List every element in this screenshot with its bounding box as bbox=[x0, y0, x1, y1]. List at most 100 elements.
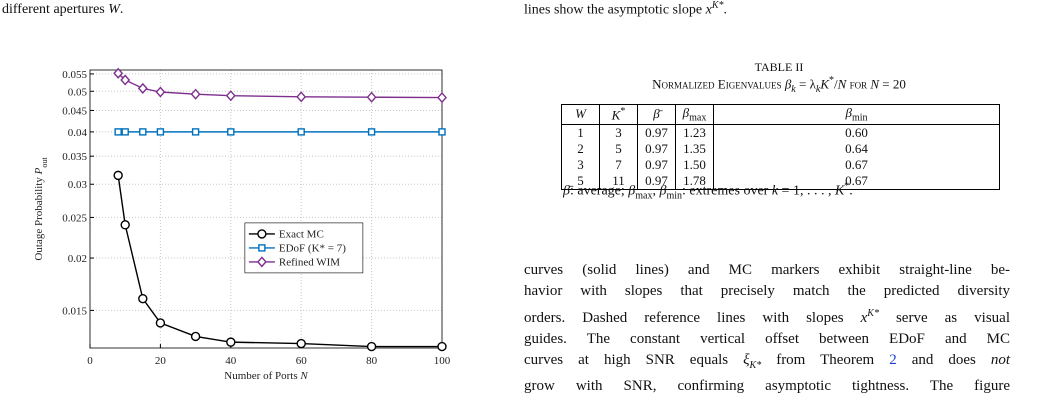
legend-label: Refined WIM bbox=[279, 256, 340, 268]
text: orders. Dashed reference lines with slop… bbox=[524, 309, 861, 326]
text: : average; bbox=[569, 183, 629, 199]
text: β bbox=[845, 105, 852, 120]
text: max bbox=[689, 112, 707, 124]
link[interactable]: 2 bbox=[889, 352, 897, 369]
table: W K* β̄ βmax βmin 1 3 0.97 1.23 0.60 2 5 0.97 1.… bbox=[561, 104, 1000, 190]
table-body: 1 3 0.97 1.23 0.60 2 5 0.97 1.35 0.64 3 7 0.97 1.50 0.… bbox=[561, 124, 1000, 190]
table-cell: 3 bbox=[561, 156, 600, 173]
marker bbox=[138, 293, 148, 304]
y-tick-label: 0.035 bbox=[62, 151, 87, 163]
y-tick-label: 0.015 bbox=[62, 305, 87, 317]
text: Number of Ports bbox=[224, 370, 300, 382]
text: N bbox=[299, 370, 308, 382]
plot-area bbox=[90, 70, 442, 348]
text: . bbox=[723, 2, 727, 18]
marker bbox=[155, 318, 166, 328]
table-cell: 1.23 bbox=[675, 124, 714, 141]
marker bbox=[121, 128, 129, 136]
x-tick-label: 100 bbox=[434, 355, 451, 367]
text: , bbox=[652, 183, 660, 199]
y-tick-label: 0.055 bbox=[62, 69, 87, 81]
y-tick-label: 0.025 bbox=[62, 212, 87, 224]
text: W bbox=[575, 106, 586, 122]
text: β bbox=[659, 183, 667, 199]
text: min bbox=[851, 112, 868, 124]
text: max bbox=[635, 190, 653, 202]
header-cell: W bbox=[561, 104, 600, 125]
marker bbox=[258, 244, 266, 252]
y-tick-label: 0.03 bbox=[68, 179, 88, 191]
y-tick-label: 0.04 bbox=[68, 127, 88, 139]
text-line: curves at high SNR equals ξK* from Theor… bbox=[524, 350, 1010, 376]
text: K* bbox=[867, 307, 879, 319]
text: curves at high SNR equals bbox=[524, 352, 744, 369]
x-tick-label: 20 bbox=[155, 355, 167, 367]
table-row: 3 7 0.97 1.50 0.67 bbox=[561, 156, 1000, 173]
marker bbox=[190, 88, 201, 100]
table-cell: 7 bbox=[599, 156, 638, 173]
text: out bbox=[40, 157, 49, 168]
marker bbox=[120, 220, 130, 230]
table-row: 1 3 0.97 1.23 0.60 bbox=[561, 124, 1000, 141]
marker bbox=[113, 67, 124, 79]
text: K bbox=[834, 183, 845, 199]
header-cell: βmax bbox=[675, 104, 714, 125]
text: K* bbox=[711, 0, 724, 11]
body-text: curves (solid lines) and MC markers exhi… bbox=[524, 260, 1010, 398]
marker bbox=[155, 86, 166, 98]
table-cell: 0.67 bbox=[713, 156, 1000, 173]
text: Outage Probability bbox=[33, 174, 45, 260]
chart: Outage Probability Pout Number of Ports … bbox=[33, 67, 451, 382]
text: k bbox=[815, 83, 821, 95]
text-line: guides. The constant vertical offset bet… bbox=[524, 329, 1010, 350]
y-axis-label: Outage Probability Pout bbox=[33, 157, 49, 261]
text: β bbox=[784, 76, 792, 92]
table-cell: 1.78 bbox=[675, 172, 714, 190]
text: from Theorem bbox=[761, 352, 890, 369]
y-tick-label: 0.045 bbox=[62, 105, 87, 117]
table-cell: 0.97 bbox=[637, 156, 676, 173]
text: different apertures bbox=[2, 2, 109, 17]
header-cell: βmin bbox=[713, 104, 1000, 125]
marker bbox=[137, 82, 148, 94]
text-line: orders. Dashed reference lines with slop… bbox=[524, 303, 1010, 329]
text: k bbox=[771, 183, 779, 199]
text: N bbox=[870, 76, 879, 92]
text: = 20 bbox=[879, 76, 906, 92]
marker bbox=[257, 229, 267, 239]
text: not bbox=[990, 352, 1010, 369]
text: for bbox=[846, 76, 871, 92]
marker bbox=[113, 170, 123, 181]
table-note: β̄: average; βmax, βmin: extremes over k… bbox=[563, 181, 853, 201]
table-cell: 0.97 bbox=[637, 124, 676, 141]
text: β bbox=[682, 105, 690, 120]
text: K bbox=[611, 106, 621, 122]
table-cell: 0.67 bbox=[713, 172, 1000, 190]
text: guides. The constant vertical offset bet… bbox=[524, 330, 1010, 347]
caption-tail: different apertures W. bbox=[2, 2, 123, 18]
x-tick-label: 40 bbox=[225, 355, 237, 367]
table-cell: 0.60 bbox=[713, 124, 1000, 141]
table-cell: 1 bbox=[561, 124, 600, 141]
text: = 1, . . . , bbox=[778, 183, 835, 199]
text: * bbox=[844, 181, 850, 192]
text: * bbox=[829, 75, 835, 86]
text: serve as visual bbox=[878, 309, 1010, 326]
text: lines show the asymptotic slope bbox=[524, 2, 706, 18]
text: . bbox=[849, 183, 853, 199]
text-line: havior with slopes that precisely match … bbox=[524, 281, 1010, 302]
marker bbox=[437, 92, 447, 104]
text: havior with slopes that precisely match … bbox=[524, 283, 1010, 300]
text: Normalized Eigenvalues bbox=[652, 76, 785, 92]
marker bbox=[297, 128, 305, 136]
y-tick-label: 0.05 bbox=[68, 86, 88, 98]
text: ξ bbox=[743, 352, 750, 369]
table-cell: 5 bbox=[599, 140, 638, 157]
caption-tail: lines show the asymptotic slope xK*. bbox=[524, 0, 727, 19]
text: K bbox=[820, 76, 830, 92]
marker bbox=[437, 341, 447, 352]
marker bbox=[190, 331, 201, 342]
table-row: 5 11 0.97 1.78 0.67 bbox=[561, 172, 1000, 190]
marker bbox=[438, 128, 446, 136]
